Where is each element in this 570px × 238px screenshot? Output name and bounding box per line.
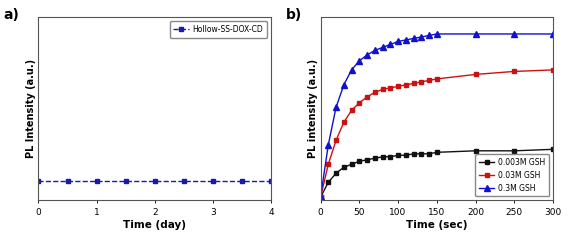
Hollow-SS-DOX-CD xyxy=(64,180,71,183)
Hollow-SS-DOX-CD xyxy=(209,180,216,183)
0.3M GSH xyxy=(402,39,409,41)
0.3M GSH xyxy=(511,33,518,35)
0.003M GSH xyxy=(418,152,425,155)
Line: 0.003M GSH: 0.003M GSH xyxy=(319,147,555,199)
Legend: Hollow-SS-DOX-CD: Hollow-SS-DOX-CD xyxy=(170,21,267,38)
0.3M GSH xyxy=(418,35,425,38)
0.03M GSH xyxy=(394,85,401,88)
0.03M GSH xyxy=(433,78,440,80)
0.03M GSH xyxy=(426,79,433,82)
0.03M GSH xyxy=(356,101,363,104)
0.003M GSH xyxy=(356,160,363,163)
0.3M GSH xyxy=(364,54,371,56)
0.3M GSH xyxy=(387,43,394,46)
0.003M GSH xyxy=(317,196,324,199)
0.03M GSH xyxy=(379,88,386,91)
0.3M GSH xyxy=(340,84,347,86)
0.003M GSH xyxy=(387,155,394,158)
0.3M GSH xyxy=(348,69,355,71)
Hollow-SS-DOX-CD xyxy=(35,180,42,183)
0.3M GSH xyxy=(410,37,417,40)
0.3M GSH xyxy=(549,33,556,35)
0.003M GSH xyxy=(333,172,340,175)
0.03M GSH xyxy=(549,69,556,71)
Hollow-SS-DOX-CD xyxy=(151,180,158,183)
0.003M GSH xyxy=(402,154,409,157)
0.03M GSH xyxy=(348,109,355,112)
0.03M GSH xyxy=(402,84,409,86)
0.003M GSH xyxy=(394,154,401,157)
X-axis label: Time (sec): Time (sec) xyxy=(406,220,467,230)
0.003M GSH xyxy=(472,149,479,152)
0.3M GSH xyxy=(394,40,401,43)
Hollow-SS-DOX-CD xyxy=(93,180,100,183)
Text: a): a) xyxy=(3,8,19,22)
Y-axis label: PL Intensity (a.u.): PL Intensity (a.u.) xyxy=(26,59,36,159)
0.03M GSH xyxy=(364,95,371,98)
0.03M GSH xyxy=(511,70,518,73)
Hollow-SS-DOX-CD xyxy=(267,180,274,183)
0.003M GSH xyxy=(340,166,347,169)
0.003M GSH xyxy=(364,158,371,161)
Text: b): b) xyxy=(286,8,302,22)
Hollow-SS-DOX-CD xyxy=(122,180,129,183)
0.03M GSH xyxy=(387,86,394,89)
0.003M GSH xyxy=(410,152,417,155)
0.003M GSH xyxy=(549,148,556,151)
0.3M GSH xyxy=(433,33,440,35)
0.03M GSH xyxy=(418,80,425,83)
Hollow-SS-DOX-CD xyxy=(180,180,187,183)
0.3M GSH xyxy=(356,60,363,62)
Legend: 0.003M GSH, 0.03M GSH, 0.3M GSH: 0.003M GSH, 0.03M GSH, 0.3M GSH xyxy=(475,154,549,196)
0.3M GSH xyxy=(372,49,378,52)
0.03M GSH xyxy=(325,163,332,166)
0.03M GSH xyxy=(472,73,479,76)
0.03M GSH xyxy=(317,196,324,199)
X-axis label: Time (day): Time (day) xyxy=(123,220,186,230)
0.03M GSH xyxy=(410,82,417,85)
Y-axis label: PL intensity (a.u.): PL intensity (a.u.) xyxy=(308,59,317,159)
0.003M GSH xyxy=(372,157,378,160)
0.03M GSH xyxy=(340,121,347,124)
0.003M GSH xyxy=(433,151,440,154)
0.003M GSH xyxy=(379,155,386,158)
0.3M GSH xyxy=(472,33,479,35)
0.3M GSH xyxy=(426,34,433,37)
Line: 0.3M GSH: 0.3M GSH xyxy=(317,31,556,200)
Line: 0.03M GSH: 0.03M GSH xyxy=(319,68,555,199)
0.3M GSH xyxy=(379,46,386,49)
0.3M GSH xyxy=(325,144,332,146)
0.03M GSH xyxy=(372,91,378,94)
0.003M GSH xyxy=(426,152,433,155)
0.003M GSH xyxy=(348,163,355,166)
Hollow-SS-DOX-CD xyxy=(238,180,245,183)
0.003M GSH xyxy=(325,181,332,184)
0.3M GSH xyxy=(317,196,324,199)
0.003M GSH xyxy=(511,149,518,152)
Line: Hollow-SS-DOX-CD: Hollow-SS-DOX-CD xyxy=(36,179,273,183)
0.03M GSH xyxy=(333,139,340,142)
0.3M GSH xyxy=(333,106,340,109)
